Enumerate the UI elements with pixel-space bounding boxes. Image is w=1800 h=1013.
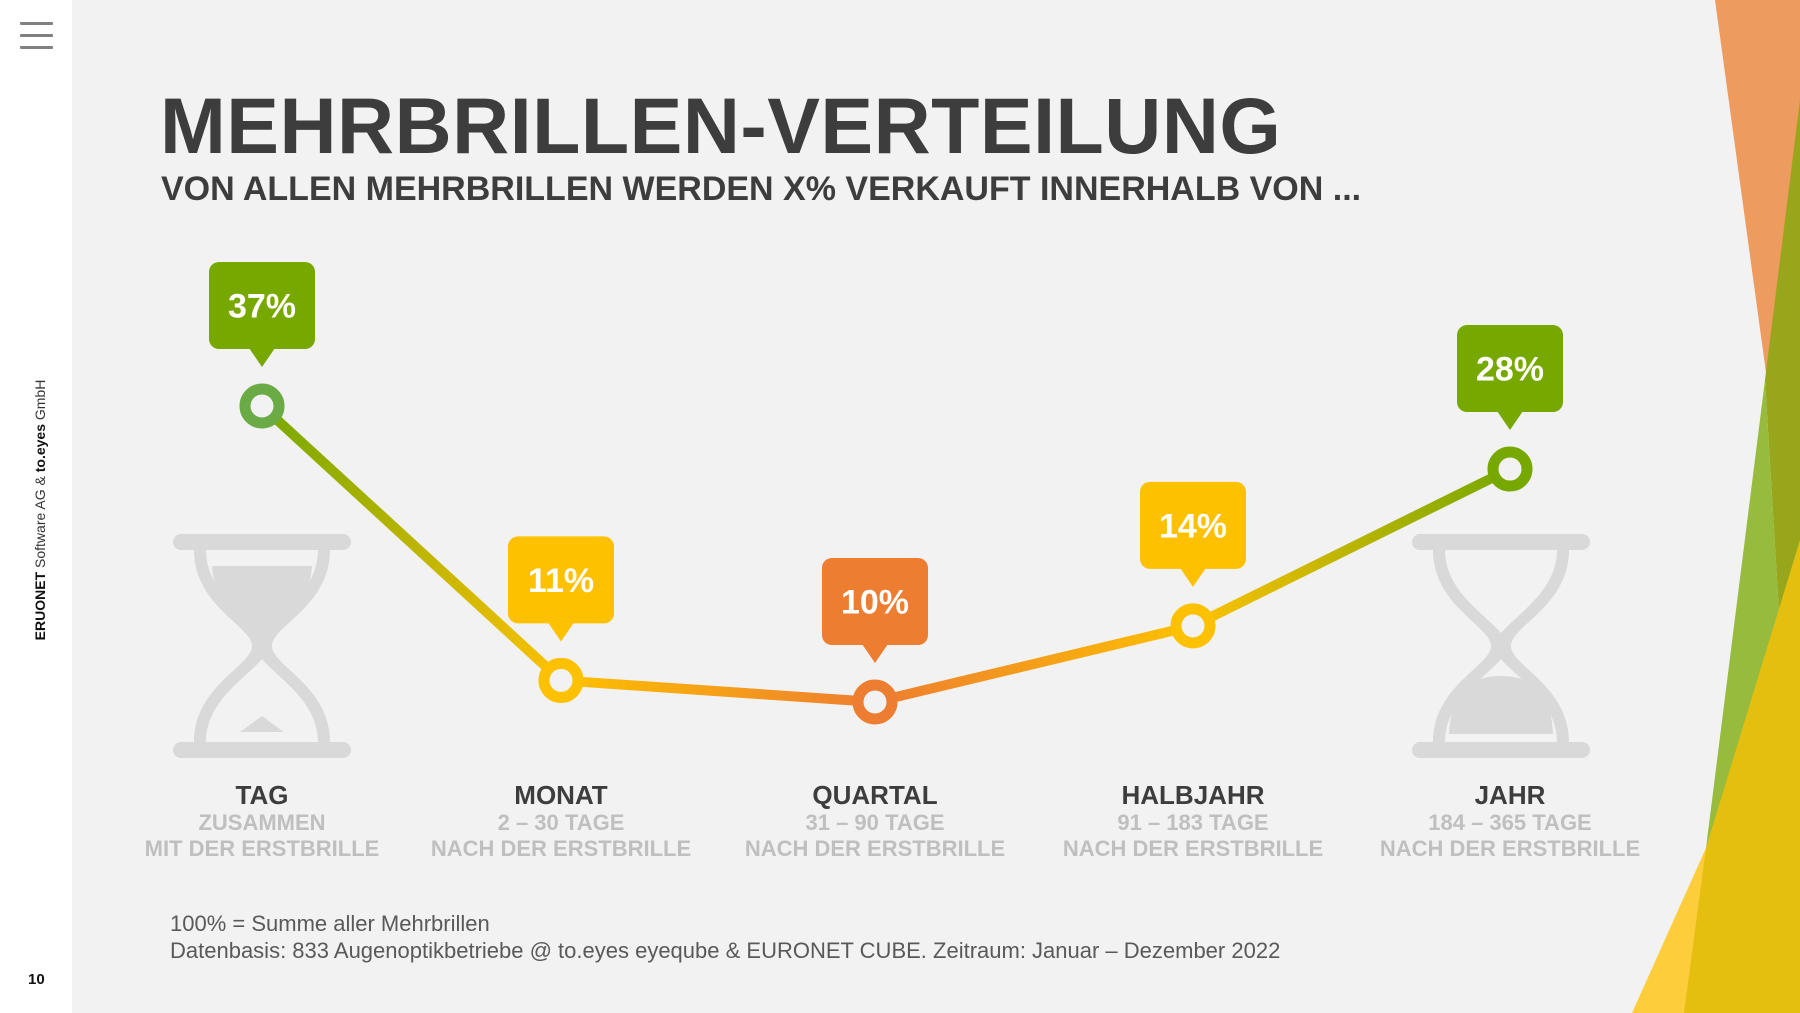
data-label-callout: 11% bbox=[508, 536, 614, 642]
callout-pointer bbox=[548, 622, 574, 642]
category-subtitle: 184 – 365 TAGE bbox=[1428, 810, 1592, 835]
data-label: 28% bbox=[1476, 351, 1544, 389]
category-subtitle: NACH DER ERSTBRILLE bbox=[430, 836, 692, 861]
data-label-callout: 37% bbox=[209, 262, 315, 367]
chart-line-series bbox=[258, 402, 1513, 707]
data-point bbox=[538, 657, 584, 703]
callout-box bbox=[508, 536, 614, 624]
data-point bbox=[852, 679, 898, 725]
callout-box bbox=[822, 558, 928, 645]
data-label-callout: 14% bbox=[1140, 481, 1246, 587]
hourglass-end-icon bbox=[1412, 534, 1590, 758]
category-label: TAG ZUSAMMEN MIT DER ERSTBRILLE bbox=[102, 780, 422, 862]
category-subtitle: NACH DER ERSTBRILLE bbox=[744, 836, 1006, 861]
category-subtitle: ZUSAMMEN bbox=[198, 810, 326, 835]
callout-box bbox=[1140, 481, 1246, 569]
footnote: 100% = Summe aller Mehrbrillen Datenbasi… bbox=[170, 910, 1280, 964]
data-label: 14% bbox=[1159, 507, 1227, 545]
category-subtitle: MIT DER ERSTBRILLE bbox=[144, 836, 380, 861]
category-subtitle: NACH DER ERSTBRILLE bbox=[1379, 836, 1641, 861]
line-segment bbox=[1190, 464, 1513, 631]
data-label-callout: 28% bbox=[1457, 325, 1563, 431]
category-label: QUARTAL 31 – 90 TAGE NACH DER ERSTBRILLE bbox=[715, 780, 1035, 862]
category-name: QUARTAL bbox=[812, 780, 938, 810]
category-label: HALBJAHR 91 – 183 TAGE NACH DER ERSTBRIL… bbox=[1033, 780, 1353, 862]
category-subtitle: 31 – 90 TAGE bbox=[805, 810, 945, 835]
data-label-callout: 10% bbox=[822, 558, 928, 663]
hourglass-start-icon bbox=[173, 534, 351, 758]
footnote-line-2: Datenbasis: 833 Augenoptikbetriebe @ to.… bbox=[170, 938, 1281, 963]
category-name: JAHR bbox=[1474, 780, 1546, 810]
data-label: 37% bbox=[228, 288, 296, 326]
data-point bbox=[1487, 446, 1533, 492]
chart-data-labels: 37% 11% 10% 14% 28% bbox=[209, 262, 1563, 663]
line-segment bbox=[258, 402, 565, 685]
category-subtitle: 2 – 30 TAGE bbox=[497, 810, 625, 835]
line-segment bbox=[560, 675, 876, 707]
hamburger-menu-icon[interactable] bbox=[20, 22, 53, 50]
page-title: MEHRBRILLEN-VERTEILUNG bbox=[160, 81, 1282, 170]
sidebar: ERUONET Software AG & to.eyes GmbH 10 bbox=[0, 0, 72, 1013]
category-label: JAHR 184 – 365 TAGE NACH DER ERSTBRILLE bbox=[1350, 780, 1670, 862]
callout-box bbox=[1457, 325, 1563, 413]
data-label: 11% bbox=[528, 562, 594, 600]
chart-points bbox=[239, 383, 1533, 725]
category-name: MONAT bbox=[514, 780, 608, 810]
callout-pointer bbox=[249, 348, 275, 367]
page-subtitle: VON ALLEN MEHRBRILLEN WERDEN X% VERKAUFT… bbox=[161, 170, 1362, 208]
callout-pointer bbox=[862, 644, 888, 663]
category-label: MONAT 2 – 30 TAGE NACH DER ERSTBRILLE bbox=[401, 780, 721, 862]
line-segment bbox=[873, 621, 1195, 707]
hourglass-icons bbox=[173, 534, 1590, 758]
callout-pointer bbox=[1180, 567, 1206, 587]
data-point bbox=[239, 383, 285, 429]
category-subtitle: NACH DER ERSTBRILLE bbox=[1062, 836, 1324, 861]
data-label: 10% bbox=[841, 584, 909, 622]
callout-pointer bbox=[1497, 411, 1523, 431]
data-point bbox=[1170, 603, 1216, 649]
footnote-line-1: 100% = Summe aller Mehrbrillen bbox=[170, 911, 490, 936]
callout-box bbox=[209, 262, 315, 349]
category-name: TAG bbox=[235, 780, 289, 810]
category-subtitle: 91 – 183 TAGE bbox=[1117, 810, 1269, 835]
category-name: HALBJAHR bbox=[1121, 780, 1265, 810]
page-number: 10 bbox=[28, 971, 45, 988]
